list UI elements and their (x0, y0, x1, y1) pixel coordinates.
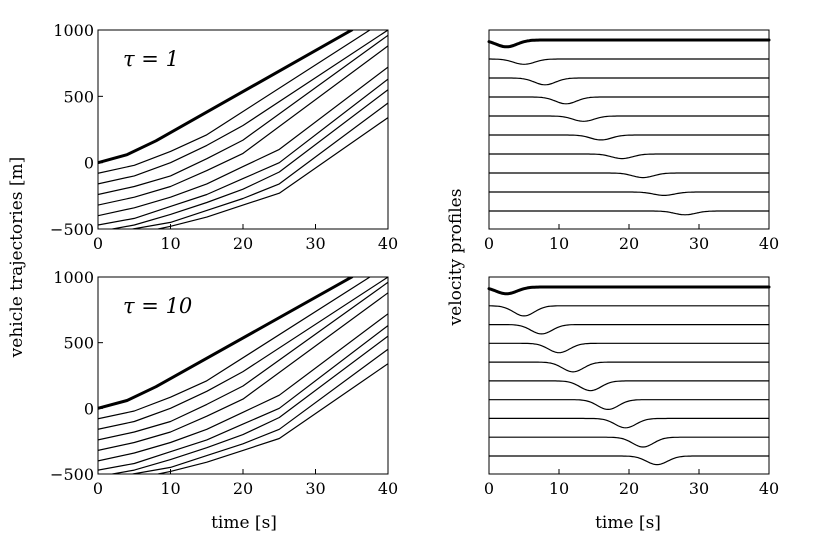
lead-vehicle-trajectory (98, 30, 354, 165)
vehicle-trajectory-4 (98, 292, 388, 451)
vel3-xtick-label: 10 (549, 479, 569, 498)
velocity-panel-tau-10: 0 10 20 30 40 (484, 276, 779, 498)
vel1-xtick-label: 0 (484, 234, 494, 253)
vel1-xtick-label: 10 (549, 234, 569, 253)
velocity-profile-7 (488, 172, 770, 179)
vehicle-trajectory-8 (132, 102, 388, 229)
bottom-left-x-axis-label: time [s] (211, 513, 277, 533)
traj0-ytick-label: −500 (50, 220, 94, 239)
traj2-ytick-label: −500 (50, 465, 94, 484)
traj2-xtick-label: 20 (233, 479, 253, 498)
traj2-ytick-label: 1000 (53, 268, 94, 287)
traj2-xtick-label: 10 (160, 479, 180, 498)
vehicle-trajectory-2 (98, 30, 388, 185)
traj0-xtick-label: 40 (378, 234, 398, 253)
vel3-xtick-label: 40 (759, 479, 779, 498)
velocity-panel-tau-1: 0 10 20 30 40 (484, 29, 779, 253)
vehicle-trajectory-9 (157, 116, 388, 229)
vel1-xtick-label: 20 (619, 234, 639, 253)
vehicle-trajectory-7 (111, 89, 388, 229)
vel3-xtick-label: 30 (689, 479, 709, 498)
traj0-ytick-label: 1000 (53, 21, 94, 40)
velocity-profile-6 (488, 399, 770, 410)
vehicle-trajectory-3 (98, 34, 388, 196)
velocity-profile-2 (488, 77, 770, 86)
vel1-axes-frame (488, 29, 770, 230)
vehicle-trajectory-6 (98, 325, 388, 471)
velocity-profile-4 (488, 361, 770, 373)
traj0-series-group (98, 30, 388, 229)
velocity-profile-5 (488, 134, 770, 141)
velocity-profile-9 (488, 210, 770, 216)
vel1-xtick-label: 40 (759, 234, 779, 253)
velocity-profile-1 (488, 58, 770, 65)
traj2-xtick-label: 0 (93, 479, 103, 498)
vel3-xtick-label: 0 (484, 479, 494, 498)
traj2-ytick-label: 0 (84, 399, 94, 418)
traj2-series-group (98, 277, 388, 474)
velocity-profile-6 (488, 153, 770, 160)
vel1-xtick-label: 30 (689, 234, 709, 253)
vehicle-trajectory-3 (98, 281, 388, 441)
traj2-xtick-label: 30 (305, 479, 325, 498)
traj0-tau-annotation: τ = 1 (123, 47, 179, 71)
velocity-profile-7 (488, 417, 770, 429)
vehicle-trajectory-1 (98, 277, 371, 420)
lead-vehicle-trajectory (98, 277, 354, 410)
vehicle-trajectory-9 (157, 363, 388, 474)
vehicle-trajectory-4 (98, 45, 388, 206)
vehicle-trajectory-6 (98, 78, 388, 226)
velocity-profile-5 (488, 380, 770, 392)
bottom-right-x-axis-label: time [s] (595, 513, 661, 533)
traj0-xtick-label: 30 (305, 234, 325, 253)
lead-velocity-profile (487, 285, 771, 296)
velocity-profile-4 (488, 115, 770, 122)
velocity-profile-2 (488, 324, 770, 335)
left-y-axis-label: vehicle trajectories [m] (7, 157, 27, 359)
vel3-xtick-label: 20 (619, 479, 639, 498)
traj0-xtick-label: 0 (93, 234, 103, 253)
right-y-axis-label: velocity profiles (446, 189, 466, 327)
traj2-tau-annotation: τ = 10 (123, 294, 192, 318)
velocity-profile-3 (488, 96, 770, 105)
traj0-ytick-label: 0 (84, 154, 94, 173)
vel3-axes-frame (488, 276, 770, 475)
traj0-ytick-label: 500 (63, 87, 94, 106)
traj0-xtick-label: 20 (233, 234, 253, 253)
velocity-profile-8 (488, 191, 770, 196)
velocity-profile-3 (488, 342, 770, 354)
vehicle-trajectory-5 (98, 66, 388, 217)
traj0-xtick-label: 10 (160, 234, 180, 253)
vehicle-trajectory-8 (132, 348, 388, 474)
vehicle-trajectory-2 (98, 277, 388, 430)
traj2-xtick-label: 40 (378, 479, 398, 498)
vehicle-trajectory-5 (98, 313, 388, 462)
vehicle-trajectory-1 (98, 30, 371, 174)
velocity-profile-9 (488, 455, 770, 466)
vehicle-trajectory-7 (111, 335, 388, 474)
velocity-profile-8 (488, 436, 770, 448)
traj2-ytick-label: 500 (63, 334, 94, 353)
lead-velocity-profile (487, 38, 771, 49)
velocity-profile-1 (488, 305, 770, 317)
